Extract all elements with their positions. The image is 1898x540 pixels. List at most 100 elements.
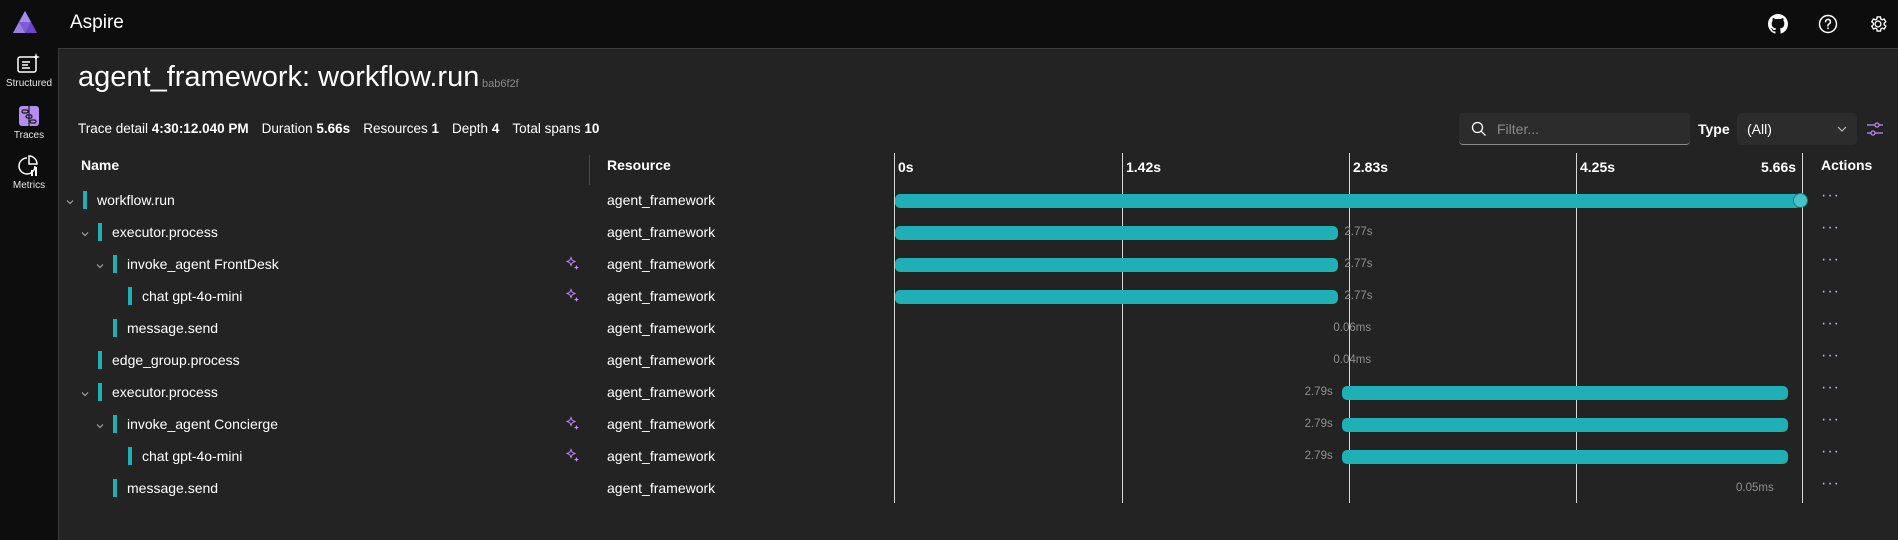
span-color-indicator	[98, 223, 102, 241]
span-name[interactable]: message.send	[127, 320, 219, 336]
app-title[interactable]: Aspire	[70, 12, 124, 33]
span-bar[interactable]	[1341, 418, 1789, 432]
span-color-indicator	[128, 287, 132, 305]
table-row[interactable]: invoke_agent FrontDesk agent_framework 2.7…	[59, 249, 1898, 281]
timeline-tick: 0s	[898, 159, 914, 175]
trace-summary: Trace detail 4:30:12.040 PM Duration 5.6…	[78, 121, 612, 136]
span-name[interactable]: executor.process	[112, 384, 218, 400]
type-select-value: (All)	[1747, 121, 1772, 137]
row-actions-button[interactable]: ···	[1821, 187, 1840, 204]
span-name[interactable]: executor.process	[112, 224, 218, 240]
table-row[interactable]: chat gpt-4o-mini agent_framework 2.77s ···	[59, 281, 1898, 313]
sidebar-item-label: Metrics	[12, 180, 46, 191]
filter-settings-icon[interactable]	[1865, 119, 1885, 139]
span-resource: agent_framework	[607, 416, 716, 432]
span-color-indicator	[98, 351, 102, 369]
span-bar[interactable]	[895, 226, 1339, 240]
span-resource: agent_framework	[607, 192, 716, 208]
column-resizer[interactable]	[589, 155, 590, 185]
timeline-gridline	[894, 153, 895, 503]
row-actions-button[interactable]: ···	[1821, 315, 1840, 332]
span-bar[interactable]	[895, 194, 1801, 208]
top-bar: Aspire	[0, 0, 1898, 48]
gen-ai-sparkle-icon[interactable]	[565, 288, 581, 304]
span-bar[interactable]	[895, 290, 1339, 304]
span-name[interactable]: chat gpt-4o-mini	[142, 448, 243, 464]
span-name[interactable]: chat gpt-4o-mini	[142, 288, 243, 304]
column-header-actions: Actions	[1821, 157, 1873, 173]
span-duration: 0.06ms	[1333, 322, 1372, 334]
row-actions-button[interactable]: ···	[1821, 475, 1840, 492]
chevron-down-icon	[1837, 126, 1847, 132]
table-row[interactable]: edge_group.process agent_framework 0.04ms ·…	[59, 345, 1898, 377]
span-resource: agent_framework	[607, 320, 716, 336]
chevron-down-icon[interactable]	[80, 226, 90, 237]
span-resource: agent_framework	[607, 288, 716, 304]
span-resource: agent_framework	[607, 224, 716, 240]
trace-id: bab6f2f	[482, 78, 519, 90]
help-icon[interactable]	[1816, 12, 1840, 36]
sidebar-nav: Structured Traces Metrics	[0, 48, 58, 540]
span-color-indicator	[98, 383, 102, 401]
table-row[interactable]: message.send agent_framework 0.06ms ···	[59, 313, 1898, 345]
span-resource: agent_framework	[607, 352, 716, 368]
chevron-down-icon[interactable]	[65, 194, 75, 205]
span-duration: 2.77s	[1344, 226, 1373, 238]
row-actions-button[interactable]: ···	[1821, 283, 1840, 300]
timeline-gridline	[1802, 153, 1803, 503]
column-header-name[interactable]: Name	[81, 157, 120, 173]
table-row[interactable]: executor.process agent_framework 2.77s ···	[59, 217, 1898, 249]
aspire-logo-icon[interactable]	[12, 10, 38, 34]
gen-ai-sparkle-icon[interactable]	[565, 416, 581, 432]
sidebar-item-traces[interactable]: Traces	[0, 104, 58, 141]
search-icon	[1471, 121, 1486, 136]
depth-summary: Depth 4	[452, 121, 500, 136]
table-row[interactable]: executor.process agent_framework 2.79s ···	[59, 377, 1898, 409]
type-select[interactable]: (All)	[1737, 113, 1857, 145]
row-actions-button[interactable]: ···	[1821, 379, 1840, 396]
span-name[interactable]: invoke_agent FrontDesk	[127, 256, 279, 272]
filter-input[interactable]	[1497, 120, 1677, 137]
table-row[interactable]: chat gpt-4o-mini agent_framework 2.79s ···	[59, 441, 1898, 473]
structured-logs-icon	[16, 52, 42, 76]
span-resource: agent_framework	[607, 256, 716, 272]
settings-icon[interactable]	[1866, 12, 1890, 36]
span-bar[interactable]	[895, 258, 1339, 272]
chevron-down-icon[interactable]	[80, 386, 90, 397]
sidebar-item-metrics[interactable]: Metrics	[0, 154, 58, 191]
main-content: agent_framework: workflow.run bab6f2f Tr…	[58, 48, 1898, 540]
span-name[interactable]: invoke_agent Concierge	[127, 416, 278, 432]
row-actions-button[interactable]: ···	[1821, 411, 1840, 428]
span-duration: 2.77s	[1344, 290, 1373, 302]
span-name[interactable]: workflow.run	[97, 192, 175, 208]
gen-ai-sparkle-icon[interactable]	[565, 448, 581, 464]
span-bar[interactable]	[1341, 386, 1789, 400]
gen-ai-sparkle-icon[interactable]	[565, 256, 581, 272]
sidebar-item-structured[interactable]: Structured	[0, 52, 58, 89]
span-name[interactable]: message.send	[127, 480, 219, 496]
total-spans-summary: Total spans 10	[512, 121, 600, 136]
span-color-indicator	[113, 415, 117, 433]
github-icon[interactable]	[1766, 12, 1790, 36]
traces-icon	[16, 104, 42, 128]
span-color-indicator	[113, 255, 117, 273]
table-row[interactable]: message.send agent_framework 0.05ms ···	[59, 473, 1898, 505]
filter-input-container[interactable]	[1459, 113, 1690, 145]
timeline-tick: 2.83s	[1353, 159, 1389, 175]
span-name[interactable]: edge_group.process	[112, 352, 240, 368]
chevron-down-icon[interactable]	[95, 258, 105, 269]
row-actions-button[interactable]: ···	[1821, 251, 1840, 268]
timeline-tick: 5.66s	[1761, 159, 1797, 175]
chevron-down-icon[interactable]	[95, 418, 105, 429]
timeline-gridline	[1576, 153, 1577, 503]
span-duration: 2.79s	[1304, 450, 1333, 462]
row-actions-button[interactable]: ···	[1821, 347, 1840, 364]
table-row[interactable]: workflow.run agent_framework ···	[59, 185, 1898, 217]
trace-detail-summary: Trace detail 4:30:12.040 PM	[78, 121, 249, 136]
timeline-tick: 4.25s	[1580, 159, 1616, 175]
column-header-resource[interactable]: Resource	[607, 157, 671, 173]
table-row[interactable]: invoke_agent Concierge agent_framework 2.7…	[59, 409, 1898, 441]
row-actions-button[interactable]: ···	[1821, 443, 1840, 460]
span-bar[interactable]	[1341, 450, 1789, 464]
row-actions-button[interactable]: ···	[1821, 219, 1840, 236]
